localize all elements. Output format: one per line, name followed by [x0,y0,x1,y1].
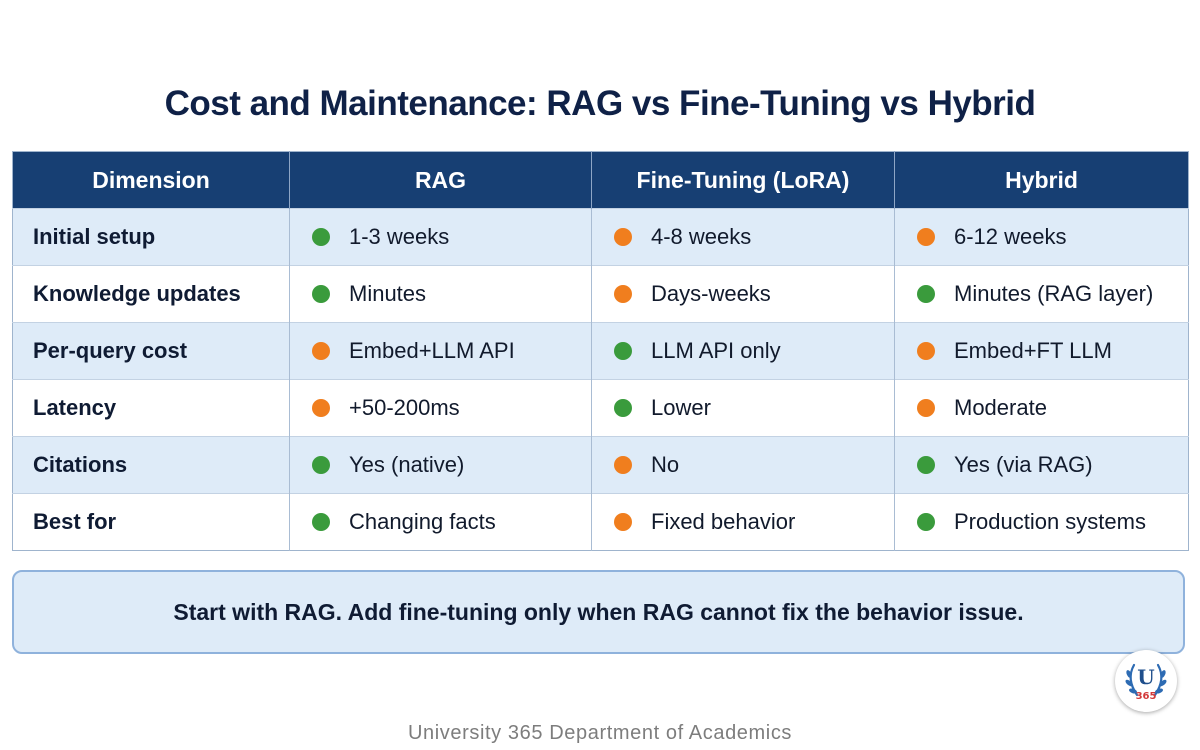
cell-hybrid: Embed+FT LLM [894,322,1189,380]
cell-text: Embed+LLM API [349,338,515,363]
cell-rag: 1-3 weeks [289,208,592,266]
status-dot-icon [312,399,330,417]
header-hybrid: Hybrid [894,151,1189,209]
cell-text: 1-3 weeks [349,224,450,249]
status-dot-icon [917,228,935,246]
cell-hybrid: Production systems [894,493,1189,551]
laurel-icon: U 365 [1125,663,1167,702]
cell-text: 6-12 weeks [954,224,1067,249]
cell-rag: +50-200ms [289,379,592,437]
status-dot-icon [614,285,632,303]
status-dot-icon [614,228,632,246]
cell-text: LLM API only [651,338,781,363]
status-dot-icon [614,342,632,360]
cell-text: Changing facts [349,509,496,534]
cell-rag: Minutes [289,265,592,323]
page-title: Cost and Maintenance: RAG vs Fine-Tuning… [164,84,1036,123]
status-dot-icon [312,513,330,531]
cell-text: Yes (via RAG) [954,452,1093,477]
cell-rag: Yes (native) [289,436,592,494]
cell-hybrid: Minutes (RAG layer) [894,265,1189,323]
cell-text: 4-8 weeks [651,224,752,249]
recommendation-callout: Start with RAG. Add fine-tuning only whe… [12,570,1185,654]
status-dot-icon [917,456,935,474]
cell-text: Moderate [954,395,1047,420]
university-logo-badge: U 365 [1115,650,1177,712]
status-dot-icon [917,285,935,303]
status-dot-icon [917,342,935,360]
row-dimension: Knowledge updates [12,265,290,323]
cell-text: Minutes (RAG layer) [954,281,1154,306]
logo-number: 365 [1136,691,1157,702]
cell-fine-tuning: Days-weeks [591,265,895,323]
row-dimension: Per-query cost [12,322,290,380]
cell-text: Minutes [349,281,427,306]
cell-text: Lower [651,395,711,420]
logo-letter: U [1137,665,1154,689]
cell-text: Yes (native) [349,452,465,477]
status-dot-icon [614,399,632,417]
cell-fine-tuning: No [591,436,895,494]
cell-text: No [651,452,680,477]
status-dot-icon [312,456,330,474]
cell-text: Embed+FT LLM [954,338,1112,363]
cell-fine-tuning: Fixed behavior [591,493,895,551]
footer-credit: University 365 Department of Academics [407,722,793,744]
status-dot-icon [312,285,330,303]
status-dot-icon [312,342,330,360]
table-row: Initial setup 1-3 weeks 4-8 weeks 6-12 w… [12,208,1189,266]
status-dot-icon [917,399,935,417]
table-row: Citations Yes (native) No Yes (via RAG) [12,436,1189,494]
status-dot-icon [312,228,330,246]
row-dimension: Latency [12,379,290,437]
table-row: Latency +50-200ms Lower Moderate [12,379,1189,437]
cell-hybrid: 6-12 weeks [894,208,1189,266]
comparison-table: Dimension RAG Fine-Tuning (LoRA) Hybrid … [12,151,1189,551]
cell-fine-tuning: LLM API only [591,322,895,380]
row-dimension: Initial setup [12,208,290,266]
cell-text: +50-200ms [349,395,460,420]
cell-text: Fixed behavior [651,509,796,534]
header-fine-tuning: Fine-Tuning (LoRA) [591,151,895,209]
cell-fine-tuning: Lower [591,379,895,437]
status-dot-icon [614,456,632,474]
cell-hybrid: Moderate [894,379,1189,437]
status-dot-icon [917,513,935,531]
status-dot-icon [614,513,632,531]
table-row: Knowledge updates Minutes Days-weeks Min… [12,265,1189,323]
cell-text: Days-weeks [651,281,771,306]
cell-rag: Embed+LLM API [289,322,592,380]
table-row: Per-query cost Embed+LLM API LLM API onl… [12,322,1189,380]
cell-hybrid: Yes (via RAG) [894,436,1189,494]
table-row: Best for Changing facts Fixed behavior P… [12,493,1189,551]
header-dimension: Dimension [12,151,290,209]
row-dimension: Best for [12,493,290,551]
row-dimension: Citations [12,436,290,494]
cell-fine-tuning: 4-8 weeks [591,208,895,266]
header-rag: RAG [289,151,592,209]
table-header-row: Dimension RAG Fine-Tuning (LoRA) Hybrid [12,151,1189,209]
cell-rag: Changing facts [289,493,592,551]
cell-text: Production systems [954,509,1146,534]
